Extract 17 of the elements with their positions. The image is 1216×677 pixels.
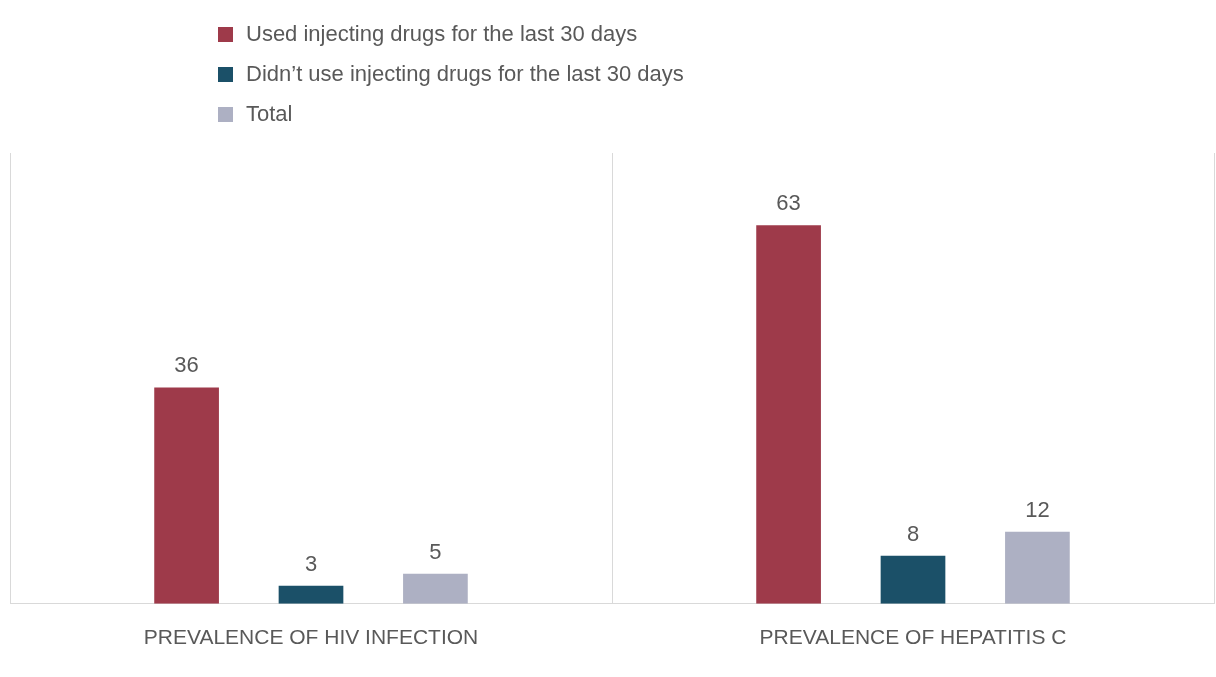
data-label: 63	[776, 190, 801, 216]
bar	[154, 387, 219, 604]
bar	[1005, 531, 1070, 604]
x-tick-label: PREVALENCE OF HIV INFECTION	[143, 625, 479, 649]
data-label: 8	[906, 520, 920, 546]
data-label: 12	[1025, 496, 1050, 522]
bar	[403, 573, 468, 604]
data-label: 3	[304, 550, 318, 576]
bar	[756, 225, 821, 604]
legend-label: Used injecting drugs for the last 30 days	[246, 21, 638, 47]
legend-label: Didn’t use injecting drugs for the last 30 days	[246, 61, 684, 87]
bar	[278, 585, 344, 604]
x-tick-label: PREVALENCE OF HEPATITIS C	[759, 625, 1067, 649]
bar	[880, 555, 946, 604]
legend-label: Total	[246, 101, 293, 127]
data-label: 5	[429, 538, 442, 564]
data-label: 36	[174, 352, 199, 378]
